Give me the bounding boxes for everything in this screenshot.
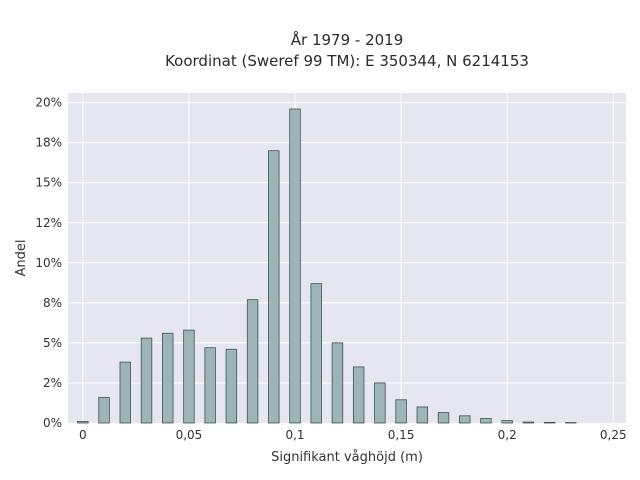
y-tick-label: 2% xyxy=(43,376,62,390)
histogram-bar xyxy=(395,399,407,424)
x-tick-label: 0,25 xyxy=(600,428,627,442)
y-axis-title: Andel xyxy=(14,240,29,277)
y-tick-label: 12% xyxy=(35,216,62,230)
histogram-bar xyxy=(416,406,429,424)
y-tick-label: 20% xyxy=(35,96,62,110)
x-tick-label: 0,2 xyxy=(498,428,517,442)
chart-title-line1: År 1979 - 2019 xyxy=(291,30,404,49)
histogram-bar xyxy=(331,342,344,424)
chart-title-line2: Koordinat (Sweref 99 TM): E 350344, N 62… xyxy=(165,52,529,70)
plot-area xyxy=(68,93,626,423)
histogram-bar xyxy=(437,412,450,424)
y-tick-label: 8% xyxy=(43,296,62,310)
histogram-bar xyxy=(565,422,577,424)
histogram-bar xyxy=(98,396,110,424)
histogram-bar xyxy=(183,329,195,424)
bars xyxy=(77,108,577,424)
x-tick-label: 0,05 xyxy=(176,428,203,442)
histogram-bar xyxy=(352,366,365,424)
histogram-bar xyxy=(374,382,386,424)
histogram-bar xyxy=(480,418,492,424)
histogram-bar xyxy=(289,108,301,424)
x-tick-label: 0,15 xyxy=(388,428,415,442)
y-tick-label: 10% xyxy=(35,256,62,270)
histogram-bar xyxy=(543,421,556,424)
histogram-bar xyxy=(501,420,513,424)
histogram-bar xyxy=(246,299,259,424)
histogram-bar xyxy=(522,421,535,424)
histogram-bar xyxy=(140,337,153,424)
y-tick-label: 0% xyxy=(43,416,62,430)
y-tick-label: 5% xyxy=(43,336,62,350)
histogram-bar xyxy=(204,347,216,424)
histogram-bar xyxy=(310,283,322,424)
y-tick-labels: 0% 2% 5% 8% 10% 12% 15% 18% 20% xyxy=(35,96,62,430)
histogram-bar xyxy=(225,348,238,424)
y-tick-label: 15% xyxy=(35,176,62,190)
x-tick-label: 0 xyxy=(79,428,87,442)
x-tick-label: 0,1 xyxy=(285,428,304,442)
x-tick-labels: 0 0,05 0,1 0,15 0,2 0,25 xyxy=(79,428,627,442)
histogram-bar xyxy=(77,420,89,424)
y-tick-label: 18% xyxy=(35,136,62,150)
histogram-bar xyxy=(459,415,471,424)
x-axis-title: Signifikant våghöjd (m) xyxy=(271,450,423,465)
histogram-bar xyxy=(119,361,131,424)
histogram-bar xyxy=(268,150,280,424)
histogram-bar xyxy=(162,332,174,424)
